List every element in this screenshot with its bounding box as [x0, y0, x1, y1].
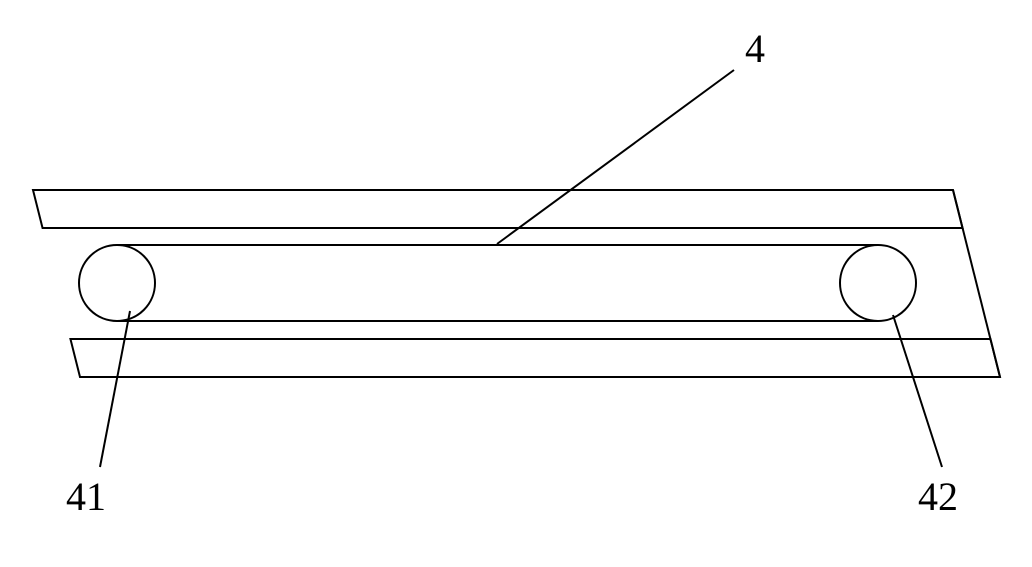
diagram-svg: 4 41 42: [0, 0, 1032, 567]
frame-top: [33, 190, 963, 228]
roller-right: [840, 245, 916, 321]
frame-right-edge: [963, 228, 991, 339]
leader-41: [100, 311, 130, 467]
frame-bottom: [70, 339, 1000, 377]
roller-left: [79, 245, 155, 321]
leader-4: [497, 70, 734, 244]
leader-42: [893, 315, 942, 467]
label-4: 4: [745, 26, 765, 71]
label-42: 42: [918, 474, 958, 519]
frame-right-bot-slant: [990, 339, 1000, 377]
label-41: 41: [66, 474, 106, 519]
